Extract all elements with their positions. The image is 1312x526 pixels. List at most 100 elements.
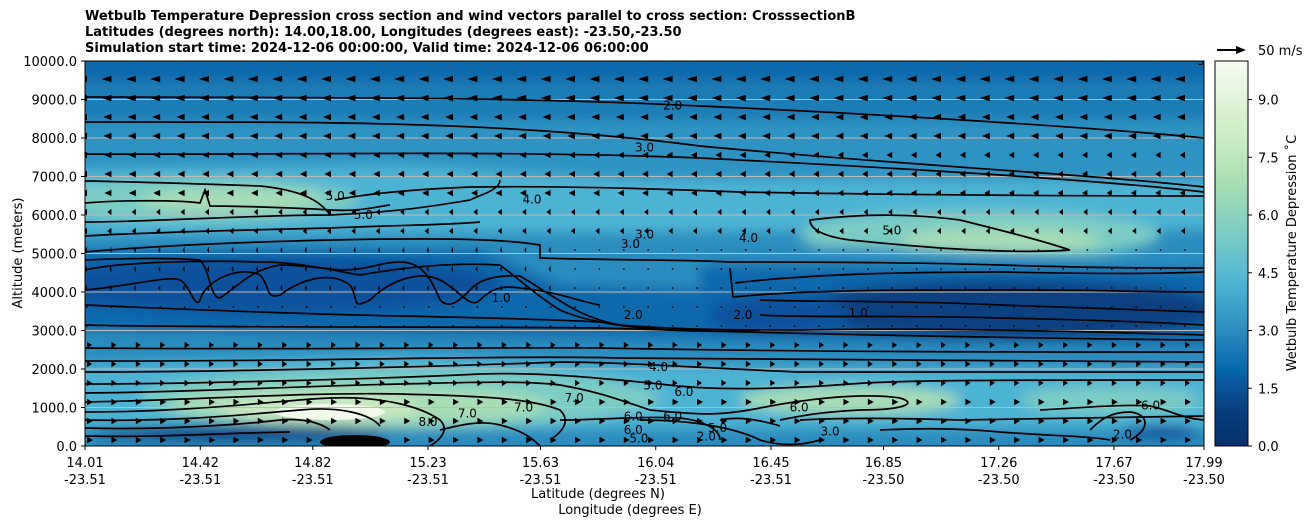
wind-vector <box>1033 170 1039 178</box>
wind-vector <box>373 170 380 178</box>
wind-vector <box>793 325 796 327</box>
wind-vector <box>1038 417 1045 425</box>
wind-vector <box>648 398 655 406</box>
wind-vector <box>257 360 263 368</box>
wind-vector <box>574 249 576 251</box>
x-axis-label-longitude: Longitude (degrees E) <box>558 503 702 518</box>
wind-vector <box>526 398 533 406</box>
wind-vector <box>1155 151 1161 159</box>
contour-label: 2.0 <box>624 308 643 322</box>
wind-vector <box>1014 417 1021 425</box>
wind-vector <box>720 287 723 289</box>
wind-vector <box>818 287 820 289</box>
wind-vector <box>916 341 922 349</box>
wind-vector <box>156 208 161 216</box>
wind-vector <box>275 170 283 178</box>
wind-vector <box>941 398 947 406</box>
wind-vector <box>1004 75 1015 83</box>
wind-vector <box>1063 417 1069 425</box>
wind-vector <box>85 246 87 254</box>
wind-vector <box>839 227 844 235</box>
wind-vector <box>916 360 922 368</box>
wind-vector <box>422 151 429 159</box>
wind-vector <box>1010 208 1015 216</box>
x-tick-label-lon: -23.50 <box>1183 473 1225 488</box>
wind-vector <box>209 341 214 349</box>
wind-vector <box>617 151 624 159</box>
wind-vector <box>937 227 941 235</box>
wind-vector <box>476 306 479 308</box>
wind-vector <box>819 360 824 368</box>
wind-vector <box>205 227 209 235</box>
wind-vector <box>1013 287 1016 289</box>
wind-vector <box>811 132 819 140</box>
wind-vector <box>739 189 746 197</box>
wind-vector <box>818 268 820 270</box>
x-tick-label-lat: 16.45 <box>752 456 789 471</box>
wind-vector <box>910 189 917 197</box>
wind-vector <box>574 287 576 289</box>
wind-vector <box>255 246 258 254</box>
chart-title-line-3: Simulation start time: 2024-12-06 00:00:… <box>85 41 649 56</box>
wind-vector <box>247 75 258 83</box>
wind-vector <box>790 227 795 235</box>
wind-vector <box>697 379 702 387</box>
wind-vector <box>833 75 844 83</box>
wind-vector <box>819 417 825 425</box>
wind-vector <box>862 189 868 197</box>
wind-vector <box>809 75 819 83</box>
wind-vector <box>348 189 356 197</box>
wind-vector <box>762 113 771 121</box>
wind-vector <box>1063 360 1068 368</box>
wind-vector <box>1160 360 1166 368</box>
wind-vector <box>1128 132 1137 140</box>
wind-vector <box>445 132 453 140</box>
wind-vector <box>888 227 893 235</box>
wind-vector <box>1107 208 1112 216</box>
wind-vector <box>644 227 649 235</box>
wind-vector <box>452 325 454 327</box>
wind-vector <box>760 94 771 102</box>
wind-vector <box>549 325 552 327</box>
wind-vector <box>786 132 795 140</box>
wind-vector <box>1106 189 1112 197</box>
wind-vector <box>272 94 283 102</box>
wind-vector <box>306 379 312 387</box>
wind-vector <box>717 208 722 216</box>
wind-vector <box>125 75 136 83</box>
wind-vector <box>1161 456 1167 462</box>
wind-vector <box>256 325 259 327</box>
wind-vector <box>473 208 478 216</box>
colorbar-tick-label: 3.0 <box>1258 325 1279 340</box>
wind-vector <box>1033 189 1039 197</box>
wind-vector <box>989 379 995 387</box>
wind-vector <box>298 132 307 140</box>
wind-vector <box>843 398 850 406</box>
wind-vector <box>640 132 649 140</box>
wind-vector <box>984 170 990 178</box>
wind-vector <box>793 306 796 308</box>
wind-vector <box>959 189 966 197</box>
wind-vector <box>477 360 483 368</box>
wind-vector <box>299 151 307 159</box>
wind-vector <box>324 189 331 197</box>
wind-vector <box>111 379 117 387</box>
wind-vector <box>233 341 239 349</box>
wind-vector <box>232 306 235 308</box>
wind-vector <box>420 113 429 121</box>
wind-vectors <box>85 75 1191 462</box>
wind-vector <box>713 132 722 140</box>
wind-vector <box>109 284 112 292</box>
wind-vector <box>1034 227 1039 235</box>
wind-vector <box>617 170 624 178</box>
wind-vector <box>744 306 747 308</box>
contour-label: 3.0 <box>1197 54 1216 68</box>
wind-vector <box>744 249 747 251</box>
wind-vector <box>299 170 307 178</box>
wind-vector <box>1059 227 1063 235</box>
wind-vector <box>1175 75 1185 83</box>
y-tick-label: 9000.0 <box>32 94 78 109</box>
wind-vector <box>182 265 185 273</box>
wind-vector <box>1077 94 1088 102</box>
